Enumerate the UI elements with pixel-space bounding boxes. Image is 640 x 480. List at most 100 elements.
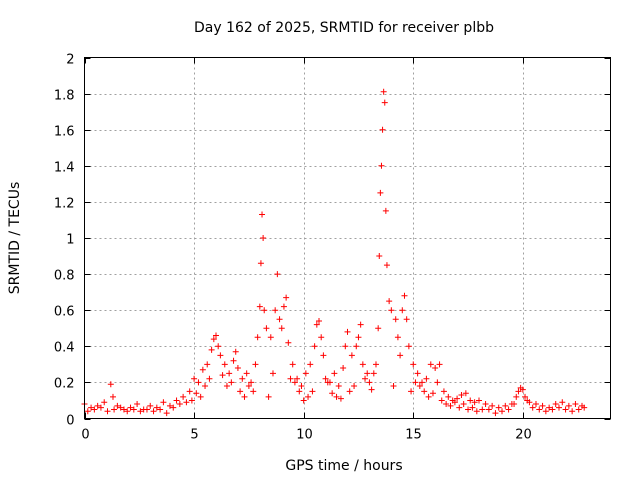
data-point — [322, 375, 329, 382]
data-point — [462, 390, 469, 397]
data-point — [382, 207, 389, 214]
data-point — [331, 370, 338, 377]
data-point — [219, 372, 226, 379]
data-point — [394, 334, 401, 341]
data-point — [289, 361, 296, 368]
data-point — [163, 410, 170, 417]
data-point — [276, 316, 283, 323]
data-point — [340, 364, 347, 371]
data-point — [226, 370, 233, 377]
data-point — [107, 381, 114, 388]
x-axis-label: GPS time / hours — [285, 458, 402, 474]
data-point — [318, 334, 325, 341]
data-point — [160, 399, 167, 406]
data-point — [399, 307, 406, 314]
data-point — [390, 383, 397, 390]
data-point — [421, 388, 428, 395]
data-point — [199, 366, 206, 373]
data-point — [380, 88, 387, 95]
data-point — [447, 402, 454, 409]
data-point — [101, 399, 108, 406]
data-point — [511, 401, 518, 408]
data-point — [283, 294, 290, 301]
data-point — [408, 388, 415, 395]
data-point — [542, 408, 549, 415]
data-point — [302, 370, 309, 377]
data-point — [532, 401, 539, 408]
data-point — [495, 404, 502, 411]
data-point — [476, 397, 482, 404]
data-point — [94, 402, 101, 409]
data-point — [97, 404, 104, 411]
data-point — [492, 410, 499, 417]
y-tick-label: 0.2 — [54, 377, 75, 392]
y-tick-label: 0.4 — [54, 341, 75, 356]
data-point — [412, 379, 419, 386]
data-point — [529, 404, 536, 411]
data-point — [221, 361, 228, 368]
data-point — [460, 401, 467, 408]
data-point — [320, 352, 327, 359]
data-point — [267, 334, 274, 341]
data-point — [348, 352, 355, 359]
data-point — [260, 235, 267, 241]
data-point — [381, 99, 388, 106]
data-point — [458, 392, 465, 399]
data-point — [324, 379, 331, 386]
data-point — [232, 348, 239, 355]
data-point — [120, 406, 127, 413]
data-point — [342, 343, 349, 350]
data-point — [392, 316, 399, 323]
data-point — [539, 402, 546, 409]
data-point — [368, 386, 375, 393]
data-point — [239, 375, 246, 382]
data-point — [195, 379, 202, 386]
y-tick-label: 0 — [66, 414, 74, 429]
data-point — [471, 399, 478, 406]
data-point — [346, 388, 353, 395]
data-point — [546, 404, 553, 411]
data-point — [256, 303, 263, 310]
data-point — [485, 406, 492, 413]
chart-title: Day 162 of 2025, SRMTID for receiver plb… — [194, 20, 494, 36]
data-point — [388, 307, 395, 314]
data-point — [234, 364, 241, 371]
data-point — [429, 390, 436, 397]
data-point — [114, 402, 121, 409]
data-point — [555, 404, 562, 411]
data-point — [410, 361, 417, 368]
data-point — [307, 361, 314, 368]
data-point — [243, 370, 250, 377]
data-point — [296, 388, 303, 395]
data-point — [210, 336, 217, 343]
data-point — [353, 343, 360, 350]
data-point — [364, 370, 371, 377]
data-point — [427, 361, 434, 368]
data-point — [191, 375, 198, 382]
x-tick-label: 15 — [405, 428, 422, 443]
data-point — [502, 402, 509, 409]
data-point — [432, 364, 439, 371]
data-point — [372, 361, 379, 368]
data-point — [305, 393, 312, 400]
y-tick-label: 1.8 — [54, 89, 75, 104]
data-point — [153, 404, 160, 411]
data-point — [252, 361, 259, 368]
data-point — [519, 386, 526, 393]
data-point — [109, 393, 116, 400]
data-point — [440, 388, 447, 395]
data-point — [378, 162, 385, 169]
data-point — [294, 375, 301, 382]
data-point — [186, 388, 193, 395]
data-point — [230, 357, 237, 364]
data-point — [355, 334, 362, 341]
data-point — [482, 401, 489, 408]
data-point — [134, 401, 141, 408]
y-tick-label: 1.4 — [54, 161, 75, 176]
data-point — [285, 339, 292, 346]
data-point — [91, 406, 98, 413]
data-point — [505, 406, 512, 413]
plot-frame — [84, 57, 611, 419]
data-point — [499, 408, 506, 415]
data-point — [515, 388, 522, 395]
